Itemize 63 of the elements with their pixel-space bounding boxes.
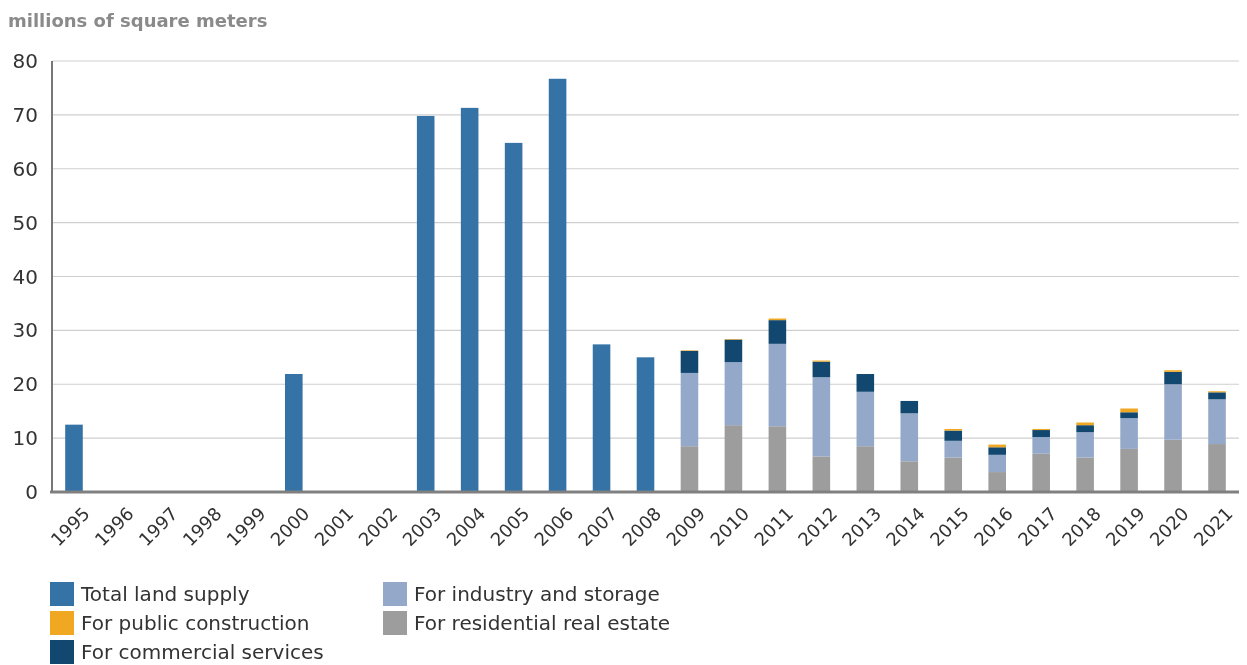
bar — [1164, 439, 1182, 492]
y-tick-label: 60 — [12, 156, 38, 181]
y-tick-label: 20 — [12, 372, 38, 397]
bar — [1076, 432, 1094, 458]
bar — [416, 115, 435, 492]
bar — [988, 447, 1006, 455]
bar — [592, 344, 611, 492]
y-tick-label: 30 — [12, 318, 38, 343]
bar — [1164, 384, 1182, 440]
bar — [900, 461, 919, 492]
bar — [285, 374, 303, 492]
y-tick-label: 70 — [12, 102, 38, 127]
bar — [768, 426, 787, 492]
bar — [1076, 425, 1094, 433]
bar — [1076, 457, 1094, 492]
bar — [856, 374, 875, 392]
bar — [1208, 392, 1226, 400]
bar — [460, 107, 479, 492]
y-tick-label: 10 — [12, 426, 38, 451]
bar — [1032, 437, 1050, 454]
bar — [812, 456, 831, 492]
bar — [548, 78, 567, 492]
y-tick-label: 0 — [25, 480, 38, 504]
bar — [724, 339, 743, 363]
legend-label: For residential real estate — [414, 611, 671, 635]
bar — [944, 457, 963, 492]
bar — [988, 472, 1006, 492]
legend-label: For commercial services — [81, 640, 324, 664]
bar — [1164, 371, 1182, 385]
y-tick-label: 40 — [12, 264, 38, 289]
bar — [1120, 408, 1138, 413]
bar — [1032, 430, 1050, 438]
bar — [504, 142, 523, 492]
legend-label: For public construction — [81, 611, 310, 635]
bar — [812, 377, 831, 457]
legend-label: For industry and storage — [414, 582, 660, 606]
bar — [680, 372, 699, 447]
bar — [812, 361, 831, 378]
bar — [1032, 453, 1050, 492]
bar — [724, 425, 743, 492]
bar — [724, 362, 743, 426]
bar — [1208, 399, 1226, 445]
bar — [768, 320, 787, 344]
bar — [1120, 448, 1138, 492]
bar — [856, 446, 875, 492]
bar — [1120, 412, 1138, 419]
bar — [900, 413, 919, 462]
bar — [680, 446, 699, 492]
bar — [768, 343, 787, 427]
y-axis-title: millions of square meters — [8, 10, 268, 31]
bar — [636, 357, 655, 492]
bar — [65, 424, 83, 492]
bar — [944, 440, 963, 458]
bar — [900, 400, 919, 414]
bar — [944, 430, 963, 441]
legend-label: Total land supply — [80, 582, 250, 606]
bar — [1208, 444, 1226, 492]
bar — [988, 454, 1006, 473]
y-tick-label: 80 — [12, 49, 38, 73]
y-tick-label: 50 — [12, 210, 38, 235]
bar — [856, 391, 875, 447]
bar — [680, 350, 699, 373]
bar — [1120, 418, 1138, 449]
